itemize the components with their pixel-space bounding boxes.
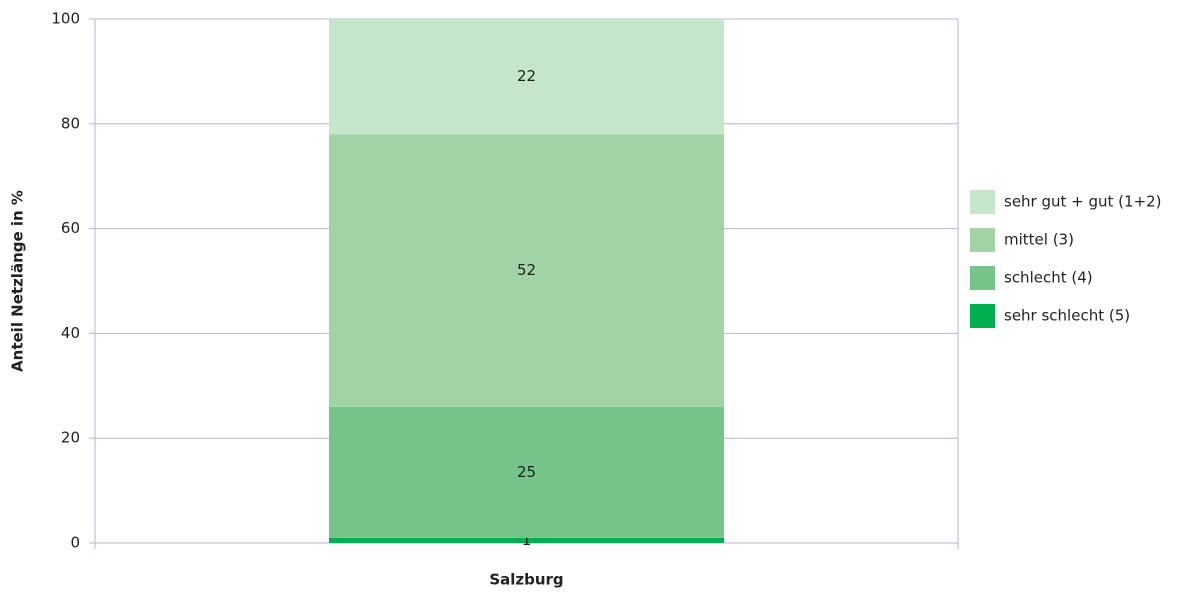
legend-label: schlecht (4) <box>1004 269 1093 287</box>
legend-swatch <box>970 228 995 252</box>
y-tick-label: 80 <box>61 114 80 132</box>
legend-label: mittel (3) <box>1004 231 1074 249</box>
data-label: 52 <box>517 261 536 279</box>
bar-segment <box>329 134 724 407</box>
y-tick-label: 0 <box>70 534 80 552</box>
legend-label: sehr gut + gut (1+2) <box>1004 193 1162 211</box>
bar-segment <box>329 537 724 543</box>
bar-segment <box>329 19 724 135</box>
data-label: 1 <box>522 531 532 549</box>
legend-swatch <box>970 190 995 214</box>
legend-label: sehr schlecht (5) <box>1004 307 1130 325</box>
legend-swatch <box>970 266 995 290</box>
bar-segment <box>329 406 724 538</box>
data-label: 22 <box>517 67 536 85</box>
y-axis-label: Anteil Netzlänge in % <box>9 190 27 372</box>
x-tick-label: Salzburg <box>489 571 563 589</box>
y-tick-label: 20 <box>61 429 80 447</box>
y-tick-label: 40 <box>61 324 80 342</box>
data-label: 25 <box>517 463 536 481</box>
y-tick-label: 60 <box>61 219 80 237</box>
legend-swatch <box>970 304 995 328</box>
y-tick-label: 100 <box>51 10 80 28</box>
